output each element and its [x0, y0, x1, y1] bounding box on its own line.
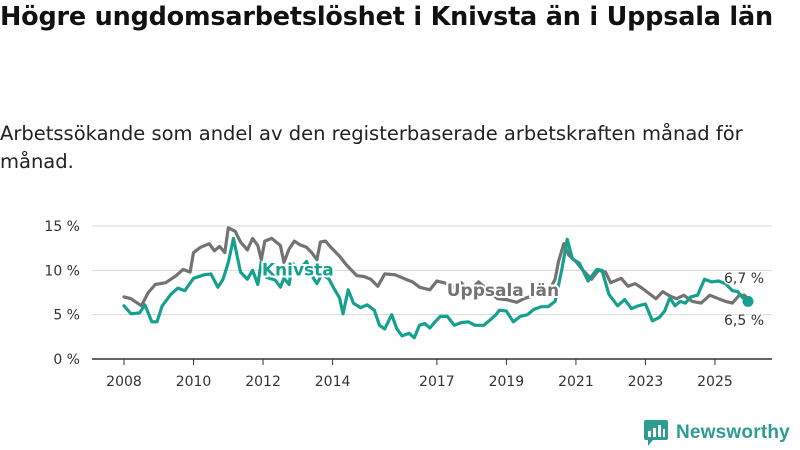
series-lines	[122, 226, 754, 340]
y-tick-label: 5 %	[53, 308, 80, 324]
gridlines	[92, 225, 772, 316]
x-tick-label: 2012	[245, 374, 281, 390]
x-tick-label: 2014	[315, 374, 351, 390]
newsworthy-logo: Newsworthy	[644, 418, 790, 448]
x-tick-label: 2017	[419, 374, 455, 390]
y-tick-label: 15 %	[44, 219, 80, 235]
newsworthy-logo-text: Newsworthy	[676, 422, 790, 443]
series-line-uppsala-län	[122, 226, 750, 308]
x-axis: 2008 2010 2012 2014 2017 2019 2021 2023 2025	[92, 358, 772, 390]
y-axis-ticks: 0 % 5 % 10 % 15 %	[44, 219, 80, 368]
x-tick-label: 2010	[176, 374, 212, 390]
chart-title: Högre ungdomsarbetslöshet i Knivsta än i…	[0, 2, 773, 32]
x-tick-label: 2023	[628, 374, 664, 390]
x-tick-label: 2008	[106, 374, 142, 390]
series-label-uppsala-län: Uppsala län	[447, 281, 559, 301]
y-tick-label: 0 %	[53, 352, 80, 368]
end-label-knivsta: 6,5 %	[724, 313, 764, 329]
series-label-knivsta: Knivsta	[262, 261, 334, 281]
series-labels: Uppsala län Knivsta 6,7 % 6,5 %	[260, 259, 766, 331]
series-line-knivsta	[122, 236, 750, 340]
y-tick-label: 10 %	[44, 263, 80, 279]
x-tick-label: 2019	[489, 374, 525, 390]
x-tick-label: 2025	[697, 374, 733, 390]
end-point-knivsta	[742, 295, 754, 307]
end-label-uppsala: 6,7 %	[724, 271, 764, 287]
newsworthy-logo-icon	[644, 420, 668, 446]
x-tick-label: 2021	[558, 374, 594, 390]
chart-subtitle: Arbetssökande som andel av den registerb…	[0, 122, 743, 173]
